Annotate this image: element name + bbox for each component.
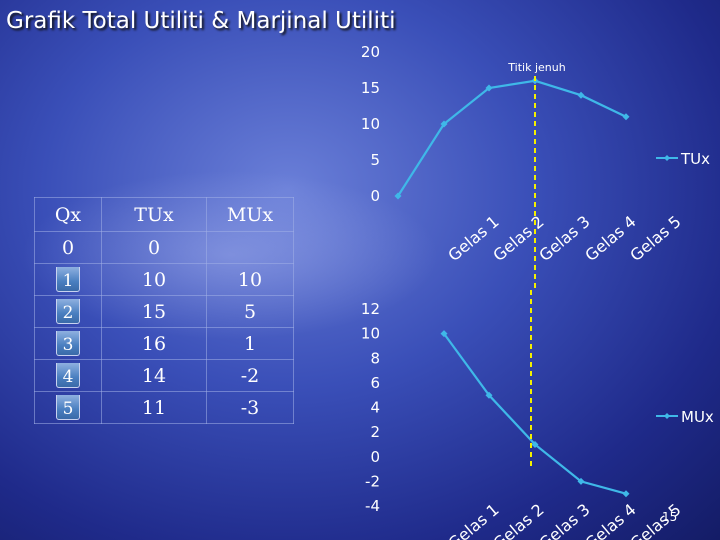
data-point <box>531 440 539 448</box>
x-tick-label: Gelas 5 <box>626 212 684 265</box>
cell-tux: 10 <box>101 263 207 296</box>
data-point <box>622 113 630 121</box>
slide-title: Grafik Total Utiliti & Marjinal Utiliti <box>6 8 396 34</box>
table-row: 1 10 10 <box>34 263 294 296</box>
glass-icon: 4 <box>56 363 80 388</box>
x-tick-label: Gelas 3 <box>535 500 593 540</box>
table-header-row: Qx TUx MUx <box>34 197 294 232</box>
table-row: 0 0 <box>34 231 294 264</box>
x-tick-label: Gelas 2 <box>489 212 547 265</box>
header-qx: Qx <box>34 197 102 232</box>
cell-mux <box>206 231 294 264</box>
annotation-titik-jenuh: Titik jenuh <box>507 61 565 74</box>
cell-tux: 16 <box>101 327 207 360</box>
x-tick-label: Gelas 2 <box>489 500 547 540</box>
legend-label: MUx <box>681 408 714 426</box>
utility-table: Qx TUx MUx 0 0 1 10 10 2 15 5 3 16 1 4 1… <box>34 197 294 424</box>
y-tick-label: 6 <box>370 374 380 392</box>
cell-qx: 2 <box>34 295 102 328</box>
y-tick-label: -2 <box>365 472 380 490</box>
page-number: 15 <box>662 510 678 524</box>
cell-tux: 11 <box>101 391 207 424</box>
data-point <box>394 192 402 200</box>
data-point <box>440 120 448 128</box>
y-tick-label: 5 <box>370 151 380 169</box>
glass-icon: 3 <box>56 331 80 356</box>
glass-icon: 5 <box>56 395 80 420</box>
table-row: 5 11 -3 <box>34 391 294 424</box>
y-tick-label: 10 <box>361 325 380 343</box>
y-tick-label: 8 <box>370 349 380 367</box>
data-point <box>485 391 493 399</box>
cell-mux: -2 <box>206 359 294 392</box>
y-tick-label: 15 <box>361 79 380 97</box>
legend-marker <box>664 155 670 161</box>
y-tick-label: 4 <box>370 399 380 417</box>
glass-icon: 2 <box>56 299 80 324</box>
y-tick-label: 2 <box>370 423 380 441</box>
y-tick-label: 10 <box>361 115 380 133</box>
data-point <box>577 91 585 99</box>
y-tick-label: -4 <box>365 497 380 515</box>
cell-mux: 1 <box>206 327 294 360</box>
legend-marker <box>664 413 670 419</box>
data-point <box>622 490 630 498</box>
series-line-tux <box>397 79 627 197</box>
table-row: 3 16 1 <box>34 327 294 360</box>
cell-qx: 3 <box>34 327 102 360</box>
legend-label: TUx <box>680 150 710 168</box>
cell-mux: 5 <box>206 295 294 328</box>
data-point <box>485 84 493 92</box>
glass-icon: 1 <box>56 267 80 292</box>
cell-mux: -3 <box>206 391 294 424</box>
y-tick-label: 20 <box>361 43 380 61</box>
y-tick-label: 0 <box>370 448 380 466</box>
table-row: 2 15 5 <box>34 295 294 328</box>
series-line-mux <box>443 332 627 495</box>
cell-mux: 10 <box>206 263 294 296</box>
y-tick-label: 12 <box>361 300 380 318</box>
header-mux: MUx <box>206 197 294 232</box>
x-tick-label: Gelas 3 <box>535 212 593 265</box>
y-tick-label: 0 <box>370 187 380 205</box>
data-point <box>440 330 448 338</box>
data-point <box>577 477 585 485</box>
